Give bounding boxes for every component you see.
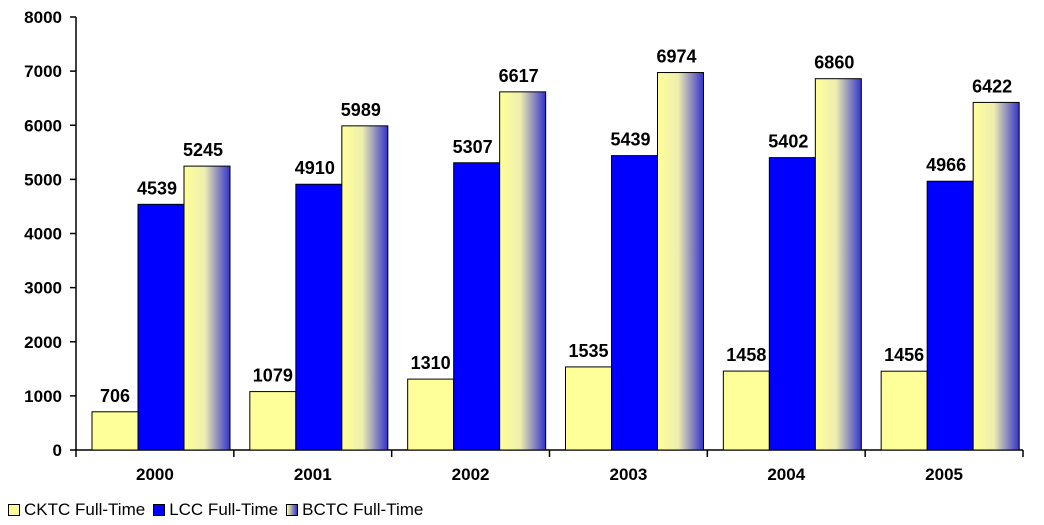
bar-bctc xyxy=(972,101,1020,451)
bar-bctc xyxy=(657,72,704,451)
bar-lcc xyxy=(926,180,974,451)
bar-lcc xyxy=(611,155,658,451)
chart-bars xyxy=(91,72,1020,451)
data-label-lcc: 4539 xyxy=(137,178,177,198)
data-label-lcc: 4910 xyxy=(295,158,335,178)
bar-cktc xyxy=(249,391,297,451)
bar-lcc xyxy=(137,203,185,451)
legend-swatch-bctc xyxy=(286,504,299,516)
legend-label-lcc: LCC Full-Time xyxy=(169,500,279,519)
data-label-lcc: 5439 xyxy=(610,130,650,150)
bar-lcc xyxy=(768,157,816,451)
y-tick-label: 0 xyxy=(53,441,62,460)
data-label-cktc: 1456 xyxy=(884,345,924,365)
data-label-bctc: 6617 xyxy=(499,66,539,86)
legend-item-cktc: CKTC Full-Time xyxy=(8,500,145,520)
data-label-bctc: 5245 xyxy=(183,140,223,160)
data-label-cktc: 706 xyxy=(100,386,130,406)
bar-bctc xyxy=(499,91,547,451)
legend-swatch-cktc xyxy=(8,504,20,516)
x-tick-label: 2001 xyxy=(294,465,332,484)
bar-cktc xyxy=(91,411,139,451)
bar-cktc xyxy=(565,366,612,451)
bar-bctc xyxy=(341,125,389,451)
bar-lcc xyxy=(453,162,501,451)
bar-lcc xyxy=(295,183,343,451)
legend-item-lcc: LCC Full-Time xyxy=(153,500,278,520)
x-tick-label: 2003 xyxy=(610,465,648,484)
data-label-bctc: 6422 xyxy=(972,76,1012,96)
data-label-cktc: 1458 xyxy=(726,345,766,365)
data-label-lcc: 4966 xyxy=(926,155,966,175)
chart-legend: CKTC Full-Time LCC Full-Time BCTC Full-T… xyxy=(8,500,423,520)
x-tick-label: 2004 xyxy=(767,465,805,484)
y-tick-label: 8000 xyxy=(24,8,62,27)
y-tick-label: 6000 xyxy=(24,116,62,135)
data-label-bctc: 5989 xyxy=(341,100,381,120)
legend-label-bctc: BCTC Full-Time xyxy=(302,500,424,519)
data-label-lcc: 5307 xyxy=(453,137,493,157)
bar-cktc xyxy=(407,378,455,451)
y-tick-label: 3000 xyxy=(24,279,62,298)
legend-swatch-lcc xyxy=(153,504,166,516)
bar-chart: 0 1000 2000 3000 4000 5000 6000 7000 8000 2000 200… xyxy=(24,8,1024,484)
legend-item-bctc: BCTC Full-Time xyxy=(286,500,423,520)
x-tick-label: 2005 xyxy=(925,465,963,484)
data-label-cktc: 1079 xyxy=(253,366,293,386)
data-label-bctc: 6974 xyxy=(656,47,696,67)
bar-bctc xyxy=(814,78,862,451)
bar-bctc xyxy=(183,165,231,451)
bar-cktc xyxy=(880,370,928,451)
x-tick-label: 2002 xyxy=(452,465,490,484)
data-label-cktc: 1310 xyxy=(411,353,451,373)
y-tick-label: 4000 xyxy=(24,225,62,244)
legend-label-cktc: CKTC Full-Time xyxy=(24,500,146,519)
y-tick-label: 5000 xyxy=(24,170,62,189)
chart-data-labels: 706 1079 1310 1535 1458 1456 4539 4910 5307 5439 5… xyxy=(100,47,1012,406)
data-label-lcc: 5402 xyxy=(768,132,808,152)
data-label-bctc: 6860 xyxy=(814,53,854,73)
data-label-cktc: 1535 xyxy=(568,341,608,361)
y-tick-label: 1000 xyxy=(24,387,62,406)
bar-cktc xyxy=(722,370,770,451)
y-tick-label: 7000 xyxy=(24,62,62,81)
y-tick-label: 2000 xyxy=(24,333,62,352)
chart-axes: 0 1000 2000 3000 4000 5000 6000 7000 8000 2000 200… xyxy=(24,8,1024,484)
x-tick-label: 2000 xyxy=(136,465,174,484)
